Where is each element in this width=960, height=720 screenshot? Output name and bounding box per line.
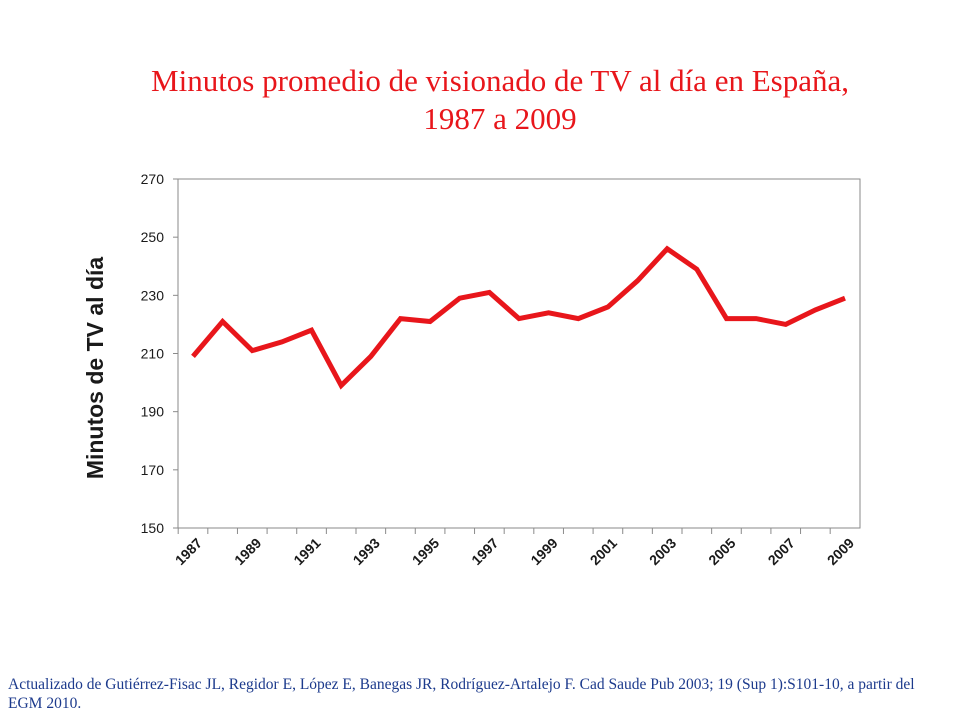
series-group (191, 245, 846, 390)
y-axis-label: Minutos de TV al día (82, 257, 108, 480)
y-axis: 150 170 190 210 230 250 270 (141, 171, 178, 536)
x-tick-label: 2003 (646, 535, 679, 568)
x-tick-label: 1989 (231, 535, 264, 568)
x-tick-label: 2001 (587, 535, 620, 568)
source-footnote: Actualizado de Gutiérrez-Fisac JL, Regid… (8, 676, 915, 712)
x-tick-label: 1995 (409, 535, 442, 568)
y-tick-label: 190 (141, 404, 165, 420)
chart-title: Minutos promedio de visionado de TV al d… (40, 62, 960, 138)
x-tick-label: 1987 (172, 535, 205, 568)
y-tick-label: 250 (141, 229, 165, 245)
series-line (191, 245, 846, 390)
y-tick-label: 170 (141, 462, 165, 478)
chart-title-line-2: 1987 a 2009 (423, 101, 577, 136)
y-tick-label: 150 (141, 520, 165, 536)
x-tick-label: 2005 (705, 535, 738, 568)
x-tick-label: 2009 (824, 535, 857, 568)
x-tick-label: 1997 (468, 535, 501, 568)
x-tick-label: 2007 (765, 535, 798, 568)
y-tick-label: 270 (141, 171, 165, 187)
chart-title-line-1: Minutos promedio de visionado de TV al d… (151, 63, 849, 98)
line-chart: Minutos de TV al día 150 170 190 210 230 250 2… (82, 171, 861, 568)
plot-area-frame (177, 178, 861, 529)
y-tick-label: 230 (141, 287, 165, 303)
y-tick-label: 210 (141, 346, 165, 362)
x-tick-label: 1999 (527, 535, 560, 568)
x-tick-label: 1991 (290, 535, 323, 568)
x-tick-label: 1993 (350, 535, 383, 568)
x-axis: 1987 1989 1991 1993 1995 1997 1999 2001 2003 2005… (172, 528, 857, 568)
